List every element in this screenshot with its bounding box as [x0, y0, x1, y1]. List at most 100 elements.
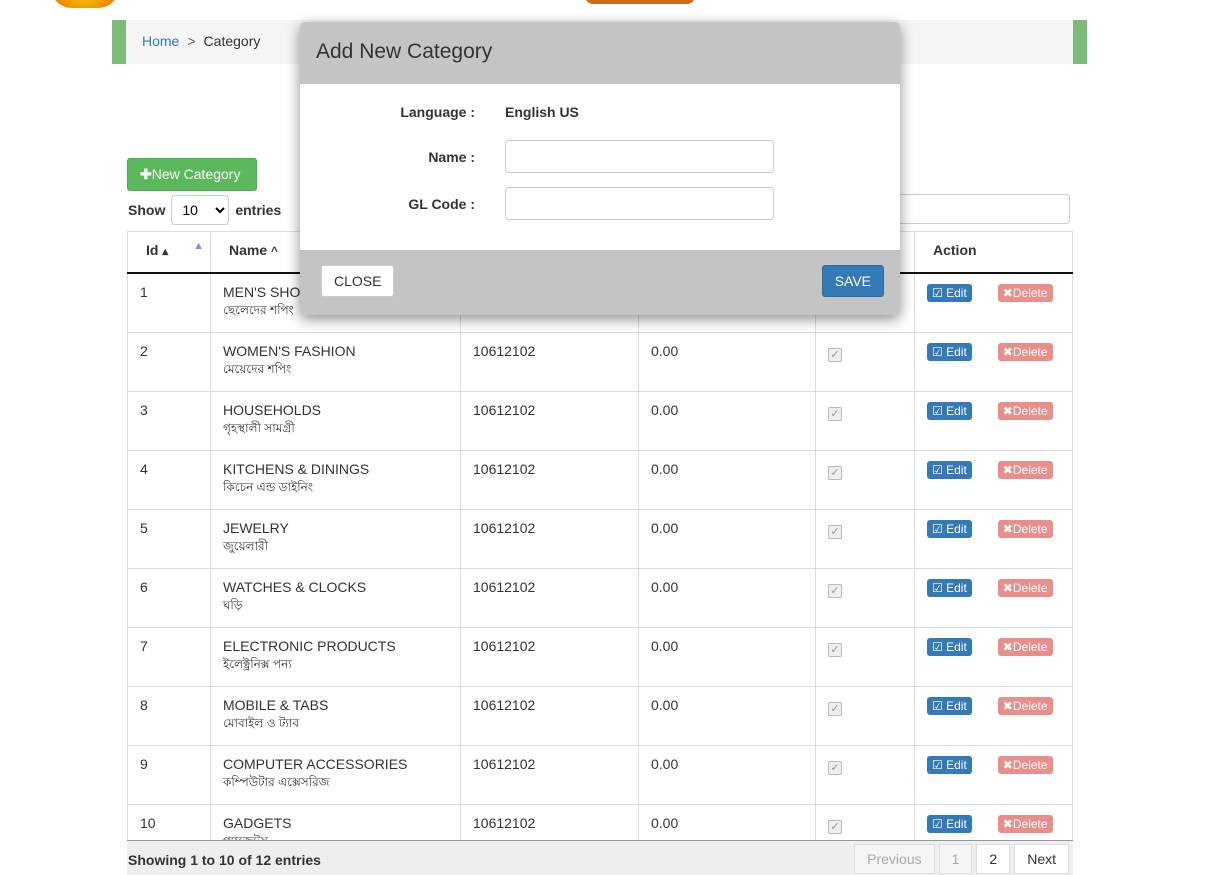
- search-input[interactable]: [880, 194, 1070, 224]
- category-name: KITCHENS & DININGS: [223, 460, 370, 477]
- cell-gl-code: 10612102: [460, 744, 639, 805]
- delete-button[interactable]: ✖Delete: [997, 578, 1053, 597]
- category-name: ELECTRONIC PRODUCTS: [223, 637, 396, 654]
- cell-gl-code: 10612102: [460, 626, 639, 687]
- cell-id: 7: [127, 626, 211, 687]
- delete-icon: ✖: [1002, 580, 1013, 595]
- edit-button[interactable]: ☑ Edit: [927, 696, 972, 715]
- delete-label: Delete: [1012, 757, 1048, 772]
- delete-button[interactable]: ✖Delete: [997, 283, 1053, 302]
- cell-gl-code: 10612102: [460, 685, 639, 746]
- cell-gl-code: 10612102: [460, 449, 639, 510]
- table-row: 2 WOMEN'S FASHION মেয়েদের শপিং 10612102 …: [127, 331, 1073, 392]
- cell-id: 2: [127, 331, 211, 392]
- edit-button[interactable]: ☑ Edit: [927, 401, 972, 420]
- breadcrumb-home[interactable]: Home: [142, 33, 180, 49]
- delete-icon: ✖: [1002, 639, 1013, 654]
- checkbox-checked-icon[interactable]: ✓: [828, 347, 842, 362]
- checkbox-checked-icon[interactable]: ✓: [828, 406, 842, 421]
- entries-length: Show 10 entries: [128, 195, 281, 225]
- modal-title: Add New Category: [300, 22, 900, 84]
- cell-id: 1: [127, 272, 211, 333]
- delete-icon: ✖: [1002, 285, 1013, 300]
- logo-icon: [50, 0, 120, 8]
- delete-icon: ✖: [1002, 521, 1013, 536]
- new-category-button[interactable]: ✚New Category: [127, 158, 257, 191]
- category-name: WATCHES & CLOCKS: [223, 578, 367, 595]
- edit-icon: ☑: [932, 344, 943, 359]
- entries-select[interactable]: 10: [171, 195, 230, 225]
- save-button[interactable]: SAVE: [821, 265, 884, 297]
- edit-button[interactable]: ☑ Edit: [927, 755, 972, 774]
- delete-button[interactable]: ✖Delete: [997, 637, 1053, 656]
- checkbox-checked-icon[interactable]: ✓: [828, 701, 842, 716]
- column-id[interactable]: Id ▴ ▲: [127, 231, 211, 274]
- checkbox-checked-icon[interactable]: ✓: [828, 760, 842, 775]
- sort-icon: ^: [271, 245, 278, 258]
- cell-amount: 0.00: [638, 390, 816, 451]
- delete-icon: ✖: [1002, 403, 1013, 418]
- edit-icon: ☑: [932, 698, 943, 713]
- cell-name: KITCHENS & DININGS কিচেন এন্ড ডাইনিং: [210, 449, 461, 510]
- cell-name: COMPUTER ACCESSORIES কম্পিউটার এক্সেসরিজ: [210, 744, 461, 805]
- edit-label: Edit: [946, 816, 967, 831]
- checkbox-checked-icon[interactable]: ✓: [828, 465, 842, 480]
- cell-id: 5: [127, 508, 211, 569]
- close-button[interactable]: CLOSE: [321, 265, 395, 297]
- checkbox-checked-icon[interactable]: ✓: [828, 642, 842, 657]
- next-button[interactable]: Next: [1014, 844, 1069, 874]
- pagination: Previous 1 2 Next: [854, 844, 1069, 874]
- table-row: 5 JEWELRY জুয়েলারী 10612102 0.00 ✓ ☑ Edi…: [127, 508, 1073, 569]
- edit-button[interactable]: ☑ Edit: [927, 578, 972, 597]
- cell-gl-code: 10612102: [460, 508, 639, 569]
- checkbox-checked-icon[interactable]: ✓: [828, 583, 842, 598]
- category-name-bangla: ঘড়ি: [223, 597, 243, 612]
- delete-button[interactable]: ✖Delete: [997, 814, 1053, 833]
- delete-button[interactable]: ✖Delete: [997, 401, 1053, 420]
- cell-action: ☑ Edit ✖Delete: [914, 508, 1073, 569]
- cell-name: JEWELRY জুয়েলারী: [210, 508, 461, 569]
- edit-button[interactable]: ☑ Edit: [927, 814, 972, 833]
- edit-button[interactable]: ☑ Edit: [927, 342, 972, 361]
- cell-id: 4: [127, 449, 211, 510]
- edit-button[interactable]: ☑ Edit: [927, 637, 972, 656]
- checkbox-checked-icon[interactable]: ✓: [828, 819, 842, 834]
- category-name: JEWELRY: [223, 519, 289, 536]
- previous-button[interactable]: Previous: [854, 844, 935, 874]
- category-name-bangla: জুয়েলারী: [223, 538, 269, 553]
- checkbox-checked-icon[interactable]: ✓: [828, 524, 842, 539]
- cell-action: ☑ Edit ✖Delete: [914, 685, 1073, 746]
- gl-code-input[interactable]: [505, 187, 774, 220]
- delete-button[interactable]: ✖Delete: [997, 755, 1053, 774]
- edit-button[interactable]: ☑ Edit: [927, 519, 972, 538]
- add-category-modal: Add New Category Language : English US N…: [300, 22, 900, 315]
- edit-label: Edit: [946, 757, 967, 772]
- page-1-button[interactable]: 1: [938, 844, 973, 874]
- language-value: English US: [505, 104, 579, 120]
- language-row: Language : English US: [300, 104, 579, 120]
- cell-name: WOMEN'S FASHION মেয়েদের শপিং: [210, 331, 461, 392]
- entries-label: entries: [235, 202, 282, 218]
- cell-amount: 0.00: [638, 744, 816, 805]
- edit-icon: ☑: [932, 580, 943, 595]
- delete-button[interactable]: ✖Delete: [997, 696, 1053, 715]
- delete-label: Delete: [1012, 580, 1048, 595]
- delete-button[interactable]: ✖Delete: [997, 342, 1053, 361]
- edit-label: Edit: [946, 698, 967, 713]
- category-name-bangla: ছেলেদের শপিং: [223, 302, 294, 317]
- edit-label: Edit: [946, 344, 967, 359]
- edit-button[interactable]: ☑ Edit: [927, 283, 972, 302]
- delete-button[interactable]: ✖Delete: [997, 460, 1053, 479]
- table-footer: Showing 1 to 10 of 12 entries Previous 1…: [127, 840, 1073, 875]
- table-row: 8 MOBILE & TABS মোবাইল ও ট্যাব 10612102 0…: [127, 685, 1073, 746]
- language-label: Language :: [400, 104, 475, 120]
- delete-button[interactable]: ✖Delete: [997, 519, 1053, 538]
- table-row: 3 HOUSEHOLDS গৃহস্থালী সামগ্রী 10612102 0…: [127, 390, 1073, 451]
- cell-status: ✓: [815, 331, 915, 392]
- name-input[interactable]: [505, 140, 774, 173]
- edit-button[interactable]: ☑ Edit: [927, 460, 972, 479]
- cell-amount: 0.00: [638, 331, 816, 392]
- edit-icon: ☑: [932, 639, 943, 654]
- category-name-bangla: কম্পিউটার এক্সেসরিজ: [223, 774, 330, 789]
- page-2-button[interactable]: 2: [976, 844, 1011, 874]
